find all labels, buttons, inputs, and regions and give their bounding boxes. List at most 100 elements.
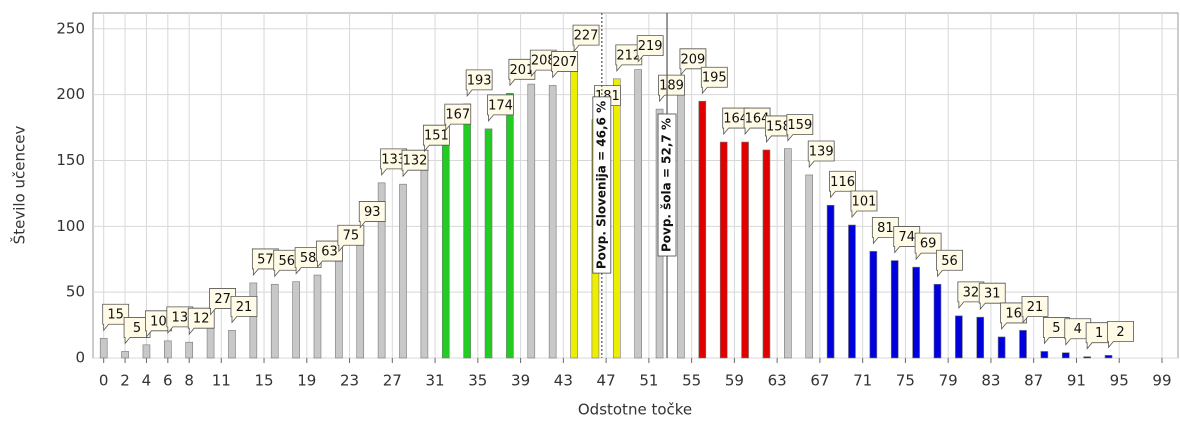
data-label-text: 10 [150,314,167,329]
x-tick-label: 99 [1152,372,1171,390]
data-label-box [700,66,728,95]
bar [1104,355,1113,359]
data-label: 31 [978,282,1006,311]
data-label: 164 [743,107,771,136]
data-label-box [743,107,771,136]
data-label: 21 [230,295,258,324]
data-label: 132 [401,149,429,178]
bar [612,78,621,359]
data-label-box [871,216,899,245]
x-tick-label: 8 [184,372,194,390]
data-label-text: 32 [963,285,980,300]
y-tick-label: 100 [56,217,85,235]
data-label-text: 13 [172,310,189,325]
bar [313,274,322,359]
bar [399,183,407,359]
data-label: 116 [829,170,856,199]
data-label-text: 56 [941,254,958,269]
data-label: 195 [700,66,728,95]
data-label-text: 212 [616,48,641,63]
average-label-box [592,96,612,274]
y-axis-label: Število učencev [10,126,29,245]
data-label-text: 57 [257,252,274,267]
data-label: 167 [444,103,472,132]
x-tick-label: 83 [981,372,1000,390]
data-label: 158 [765,115,792,144]
data-label-text: 201 [509,63,534,78]
x-tick-label: 63 [768,372,787,390]
data-label-text: 227 [574,29,599,44]
bar [719,141,728,359]
bar [1040,351,1049,359]
data-label: 10 [145,310,172,338]
data-label-box [465,69,493,97]
data-label: 159 [786,114,814,142]
data-label-text: 167 [445,108,470,123]
data-label-text: 21 [236,300,253,315]
data-label-box [1021,295,1049,324]
x-tick-label: 67 [810,372,829,390]
data-label-box [102,303,130,332]
x-tick-label: 2 [120,372,130,390]
bar [121,351,129,359]
data-label-box [914,232,942,261]
data-label: 2 [1107,320,1134,349]
x-axis-label: Odstotne točke [578,401,692,419]
bar [677,82,685,359]
bar [185,341,194,359]
bar [506,93,514,359]
average-label-box [657,113,677,257]
data-label-text: 21 [1027,300,1044,315]
data-label: 201 [508,58,536,87]
x-tick-label: 59 [725,372,744,390]
data-label: 69 [914,232,942,261]
y-tick-label: 250 [56,19,85,37]
bar [762,149,771,359]
bar [933,283,942,359]
data-label: 75 [337,224,365,253]
data-label: 56 [936,249,963,278]
data-label: 193 [465,69,493,97]
data-label-text: 81 [877,221,894,236]
data-label-text: 27 [214,292,231,307]
data-label: 57 [251,248,279,277]
data-label-text: 2 [1116,325,1124,340]
bar [99,337,108,359]
average-label: Povp. Slovenija = 46,6 % [594,101,608,269]
data-label-text: 93 [364,205,381,220]
data-label-box [551,51,579,79]
bar [292,281,300,359]
data-label: 15 [102,303,130,332]
data-label: 133 [380,148,408,176]
data-label: 164 [722,107,750,136]
data-label-text: 74 [898,230,915,245]
bar [976,316,985,359]
data-label-box [807,140,835,169]
data-label-box [679,48,707,76]
bar [890,260,899,359]
data-label-text: 1 [1095,326,1103,341]
bar [869,251,878,359]
bar [997,336,1006,359]
data-label-box [187,307,215,336]
data-label-text: 159 [787,118,812,133]
data-label-box [444,103,472,132]
x-tick-label: 27 [383,372,402,390]
data-label-text: 151 [424,129,449,144]
data-label: 189 [658,74,685,103]
data-label-box [786,114,814,142]
data-label-box [337,224,365,253]
data-label-text: 174 [488,98,513,113]
data-label-box [230,295,258,324]
data-label: 21 [1021,295,1049,324]
data-label-box [636,35,664,63]
data-label: 151 [422,124,450,153]
x-tick-label: 31 [426,372,445,390]
data-label: 63 [316,240,343,269]
data-label-text: 209 [681,52,706,67]
data-label-box [829,170,856,199]
x-tick-label: 11 [212,372,231,390]
x-tick-label: 79 [939,372,958,390]
data-label-text: 208 [531,54,556,69]
